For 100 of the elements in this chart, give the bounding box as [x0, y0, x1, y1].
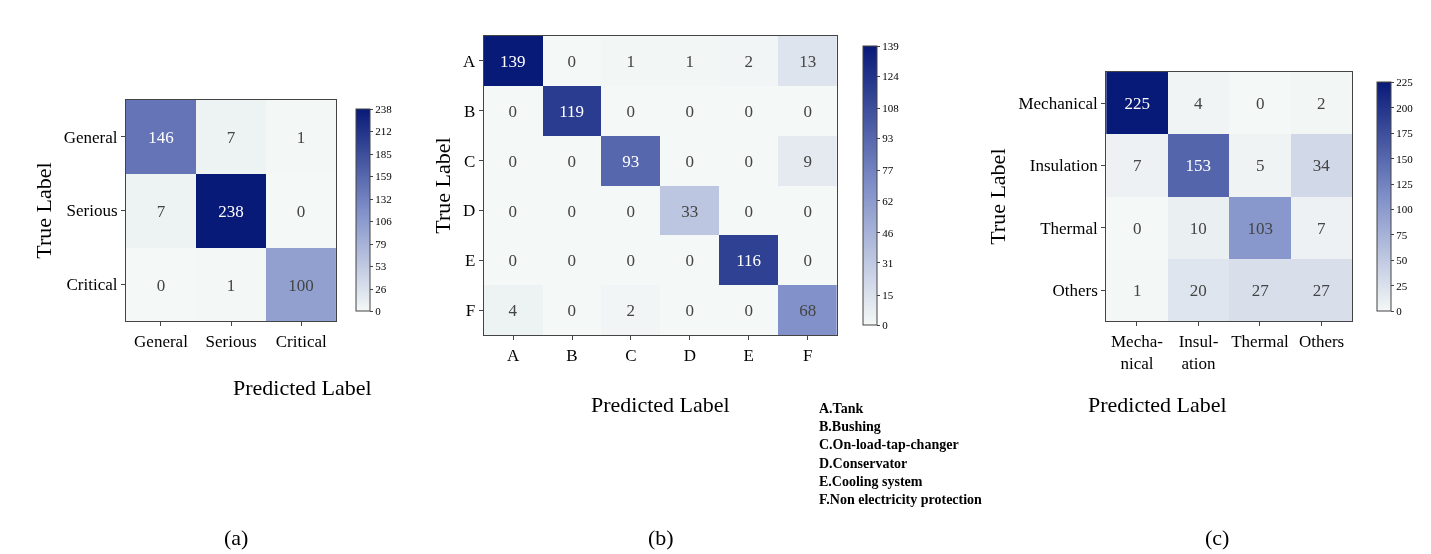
data-label: 0: [567, 300, 576, 320]
data-label: 0: [626, 201, 635, 221]
color-bar-label: 124: [882, 70, 900, 83]
y-tick-label: C: [463, 151, 476, 171]
data-label: 9: [803, 151, 812, 171]
x-tick-label: B: [566, 345, 578, 365]
data-label: 1: [685, 51, 694, 71]
color-bar-label: 77: [882, 164, 894, 177]
color-bar-label: 108: [882, 102, 900, 115]
data-label: 7: [156, 201, 166, 221]
y-tick-label: Serious: [66, 201, 118, 221]
data-label: 0: [744, 101, 753, 121]
color-bar-label: 212: [375, 125, 392, 138]
data-label: 1: [226, 275, 236, 295]
y-tick-label: D: [463, 201, 476, 221]
color-bar-label: 31: [882, 256, 894, 269]
y-tick-label: F: [465, 301, 476, 321]
data-label: 0: [508, 151, 517, 171]
y-tick-label: Insulation: [1029, 156, 1099, 176]
data-label: 0: [156, 275, 166, 295]
data-label: 0: [1255, 93, 1265, 113]
color-bar-label: 46: [882, 226, 894, 239]
data-label: 2: [1316, 93, 1326, 113]
data-label: 2: [744, 51, 753, 71]
color-bar-label: 225: [1396, 76, 1414, 89]
y-tick-label: A: [463, 51, 476, 71]
data-label: 0: [685, 250, 694, 270]
y-tick-label: Others: [1052, 281, 1098, 301]
x-tick-label: F: [802, 345, 813, 365]
data-label: 0: [685, 300, 694, 320]
x-tick-label: Mecha- nical: [1110, 331, 1164, 373]
data-label: 10: [1189, 218, 1207, 238]
data-label: 0: [296, 201, 306, 221]
y-tick-label: Mechanical: [1018, 94, 1099, 114]
color-bar-label: 79: [375, 238, 387, 251]
data-label: 0: [685, 151, 694, 171]
y-axis-title: True Label: [30, 162, 56, 259]
x-axis-title: Predicted Label: [591, 392, 730, 417]
x-tick-label: E: [743, 345, 754, 365]
data-label: 238: [218, 201, 244, 221]
data-label: 4: [508, 300, 518, 320]
color-bar-label: 15: [882, 288, 894, 301]
y-tick-label: Thermal: [1040, 218, 1099, 238]
color-bar-label: 106: [375, 215, 393, 228]
color-bar-label: 53: [375, 260, 387, 273]
data-label: 0: [803, 101, 812, 121]
data-label: 0: [744, 151, 753, 171]
x-tick-label: Serious: [205, 331, 257, 351]
data-label: 7: [1316, 218, 1326, 238]
data-label: 0: [567, 51, 576, 71]
data-label: 1: [296, 127, 306, 147]
data-label: 153: [1185, 155, 1211, 175]
data-label: 119: [559, 101, 585, 121]
color-bar-label: 50: [1396, 254, 1408, 267]
data-label: 0: [567, 151, 576, 171]
color-bar-label: 75: [1396, 228, 1408, 241]
text: (c): [1205, 525, 1230, 550]
data-label: 33: [681, 201, 699, 221]
x-tick-label: C: [625, 345, 637, 365]
color-bar-label: 159: [375, 170, 393, 183]
data-label: 7: [226, 127, 236, 147]
data-label: 116: [736, 250, 762, 270]
data-label: 4: [1193, 93, 1203, 113]
data-label: 27: [1312, 280, 1331, 300]
x-tick-label: D: [683, 345, 696, 365]
y-tick-label: Critical: [66, 275, 118, 295]
data-label: 20: [1189, 280, 1207, 300]
color-bar-label: 26: [375, 283, 387, 296]
data-label: 0: [626, 101, 635, 121]
color-bar-label: 238: [375, 103, 393, 116]
data-label: 34: [1312, 155, 1331, 175]
x-tick-label: General: [134, 331, 189, 351]
x-tick-label: Insul- ation: [1178, 331, 1219, 373]
data-label: 1: [626, 51, 635, 71]
data-label: 0: [744, 201, 753, 221]
data-label: 0: [626, 250, 635, 270]
color-bar-label: 132: [375, 193, 392, 206]
color-bar-label: 93: [882, 132, 894, 145]
color-bar-label: 139: [882, 40, 900, 53]
data-label: 27: [1251, 280, 1270, 300]
color-bar-label: 62: [882, 194, 894, 207]
data-label: 2: [626, 300, 635, 320]
color-bar-label: 0: [1396, 305, 1403, 318]
data-label: 0: [567, 201, 576, 221]
color-bar-label: 25: [1396, 279, 1408, 292]
data-label: 0: [803, 250, 812, 270]
data-label: 93: [622, 151, 640, 171]
color-bar-label: 175: [1396, 127, 1414, 140]
data-label: 0: [508, 101, 517, 121]
color-bar-label: 200: [1396, 101, 1414, 114]
data-label: 0: [685, 101, 694, 121]
x-axis-title: Predicted Label: [1088, 392, 1227, 417]
text: A.Tank B.Bushing C.On-load-tap-changer D.Conservator E.Cooling system F.Non electricity protection: [819, 401, 983, 507]
data-label: 0: [567, 250, 576, 270]
color-bar-label: 0: [882, 319, 889, 332]
text: (a): [224, 525, 249, 550]
y-axis-title: True Label: [429, 137, 455, 234]
data-label: 68: [799, 300, 817, 320]
y-tick-label: B: [463, 101, 476, 121]
y-tick-label: E: [464, 251, 476, 271]
